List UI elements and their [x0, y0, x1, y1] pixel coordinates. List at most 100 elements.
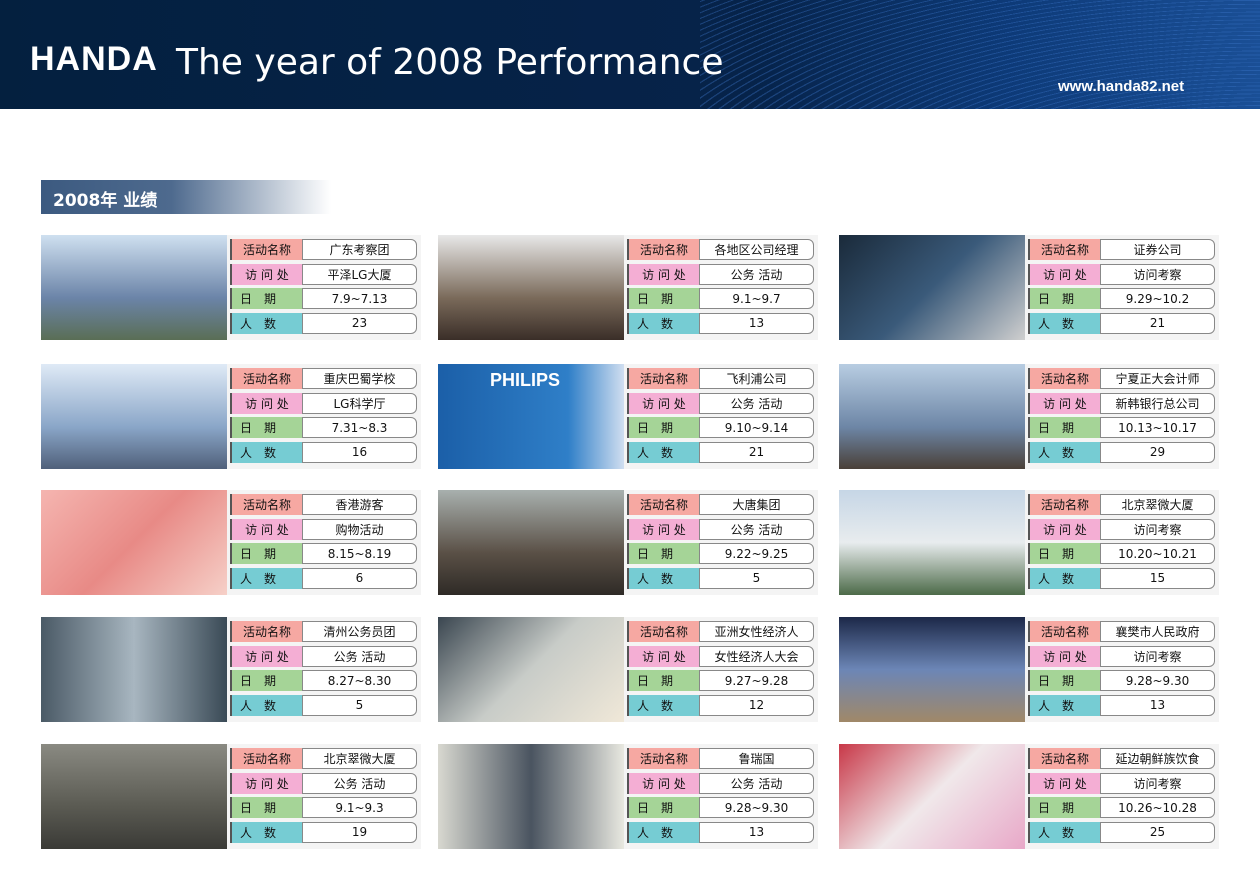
info-value-count: 21: [1100, 312, 1215, 334]
info-label: 活动名称: [627, 239, 699, 260]
activity-card: 活动名称 襄樊市人民政府访 问 处访问考察日 期 9.28~9.30 人 数 13: [839, 617, 1219, 722]
info-row-count: 人 数 13: [627, 821, 814, 843]
activity-card: 活动名称 北京翠微大厦访 问 处访问考察日 期 10.20~10.21 人 数 15: [839, 490, 1219, 595]
activity-photo: [41, 235, 227, 340]
info-value-place: 公务 活动: [699, 392, 814, 414]
activity-card: 活动名称 鲁瑞国访 问 处公务 活动日 期 9.28~9.30 人 数 13: [438, 744, 818, 849]
info-row-place: 访 问 处新韩银行总公司: [1028, 392, 1215, 414]
info-label: 活动名称: [627, 748, 699, 769]
info-value-date: 8.27~8.30: [302, 670, 417, 691]
wave-pattern: [700, 0, 1260, 109]
info-row-place: 访 问 处公务 活动: [627, 392, 814, 414]
info-row-place: 访 问 处公务 活动: [627, 772, 814, 794]
info-row-place: 访 问 处访问考察: [1028, 645, 1215, 667]
info-label: 访 问 处: [1028, 392, 1100, 414]
info-row-name: 活动名称 飞利浦公司: [627, 368, 814, 389]
activity-info-table: 活动名称 宁夏正大会计师访 问 处新韩银行总公司日 期 10.13~10.17 人 数…: [1025, 364, 1219, 469]
info-label: 日 期: [1028, 797, 1100, 818]
info-value-count: 25: [1100, 821, 1215, 843]
info-row-place: 访 问 处公务 活动: [230, 772, 417, 794]
info-value-name: 证券公司: [1100, 239, 1215, 260]
info-value-date: 8.15~8.19: [302, 543, 417, 564]
section-title: 2008年 业绩: [41, 180, 331, 214]
info-row-count: 人 数 21: [627, 441, 814, 463]
handa-logo: HANDA: [30, 40, 158, 78]
info-value-place: 访问考察: [1100, 772, 1215, 794]
info-value-count: 5: [302, 694, 417, 716]
activity-photo: [41, 490, 227, 595]
info-value-count: 13: [699, 821, 814, 843]
info-label: 活动名称: [1028, 748, 1100, 769]
info-row-date: 日 期 9.1~9.7: [627, 288, 814, 309]
info-value-date: 9.1~9.7: [699, 288, 814, 309]
info-value-count: 5: [699, 567, 814, 589]
activity-photo: [438, 235, 624, 340]
info-label: 人 数: [627, 567, 699, 589]
info-row-place: 访 问 处访问考察: [1028, 518, 1215, 540]
info-label: 日 期: [1028, 288, 1100, 309]
info-label: 活动名称: [1028, 494, 1100, 515]
info-value-date: 7.9~7.13: [302, 288, 417, 309]
info-row-place: 访 问 处平泽LG大厦: [230, 263, 417, 285]
info-row-count: 人 数 25: [1028, 821, 1215, 843]
info-row-date: 日 期 9.27~9.28: [627, 670, 814, 691]
info-value-name: 襄樊市人民政府: [1100, 621, 1215, 642]
activity-photo: [41, 744, 227, 849]
info-value-date: 10.13~10.17: [1100, 417, 1215, 438]
info-label: 人 数: [1028, 312, 1100, 334]
info-label: 活动名称: [627, 494, 699, 515]
activity-photo: [839, 617, 1025, 722]
info-value-date: 10.26~10.28: [1100, 797, 1215, 818]
info-row-date: 日 期 9.10~9.14: [627, 417, 814, 438]
info-label: 活动名称: [230, 368, 302, 389]
activity-card: 活动名称 亚洲女性经济人访 问 处女性经济人大会日 期 9.27~9.28 人 数 12: [438, 617, 818, 722]
info-value-count: 12: [699, 694, 814, 716]
info-value-place: 平泽LG大厦: [302, 263, 417, 285]
info-value-place: 购物活动: [302, 518, 417, 540]
info-row-date: 日 期 8.27~8.30: [230, 670, 417, 691]
info-label: 日 期: [1028, 543, 1100, 564]
info-row-count: 人 数 19: [230, 821, 417, 843]
website-link[interactable]: www.handa82.net: [1058, 78, 1185, 95]
info-label: 日 期: [627, 670, 699, 691]
info-label: 访 问 处: [1028, 518, 1100, 540]
info-label: 访 问 处: [1028, 645, 1100, 667]
info-value-name: 香港游客: [302, 494, 417, 515]
info-value-count: 6: [302, 567, 417, 589]
info-label: 活动名称: [1028, 621, 1100, 642]
info-row-count: 人 数 16: [230, 441, 417, 463]
info-label: 活动名称: [230, 239, 302, 260]
info-value-date: 9.27~9.28: [699, 670, 814, 691]
info-value-name: 各地区公司经理: [699, 239, 814, 260]
info-value-date: 7.31~8.3: [302, 417, 417, 438]
info-value-place: 访问考察: [1100, 645, 1215, 667]
info-value-name: 北京翠微大厦: [302, 748, 417, 769]
info-value-name: 大唐集团: [699, 494, 814, 515]
info-value-name: 延边朝鲜族饮食: [1100, 748, 1215, 769]
activity-info-table: 活动名称 飞利浦公司访 问 处公务 活动日 期 9.10~9.14 人 数 21: [624, 364, 818, 469]
activity-info-table: 活动名称 襄樊市人民政府访 问 处访问考察日 期 9.28~9.30 人 数 13: [1025, 617, 1219, 722]
activity-photo: [41, 364, 227, 469]
activity-card: PHILIPS 活动名称 飞利浦公司访 问 处公务 活动日 期 9.10~9.14 人 …: [438, 364, 818, 469]
activity-card: 活动名称 广东考察团访 问 处平泽LG大厦日 期 7.9~7.13 人 数 23: [41, 235, 421, 340]
activity-photo: [839, 235, 1025, 340]
info-label: 活动名称: [627, 621, 699, 642]
info-row-count: 人 数 12: [627, 694, 814, 716]
info-label: 活动名称: [627, 368, 699, 389]
info-row-place: 访 问 处访问考察: [1028, 263, 1215, 285]
info-row-date: 日 期 9.29~10.2: [1028, 288, 1215, 309]
info-value-place: 公务 活动: [302, 645, 417, 667]
info-label: 访 问 处: [1028, 263, 1100, 285]
info-label: 人 数: [1028, 694, 1100, 716]
info-label: 人 数: [627, 821, 699, 843]
info-value-date: 9.28~9.30: [699, 797, 814, 818]
info-value-date: 9.1~9.3: [302, 797, 417, 818]
activity-info-table: 活动名称 北京翠微大厦访 问 处公务 活动日 期 9.1~9.3 人 数 19: [227, 744, 421, 849]
info-row-name: 活动名称 大唐集团: [627, 494, 814, 515]
info-value-date: 9.10~9.14: [699, 417, 814, 438]
activity-info-table: 活动名称 广东考察团访 问 处平泽LG大厦日 期 7.9~7.13 人 数 23: [227, 235, 421, 340]
